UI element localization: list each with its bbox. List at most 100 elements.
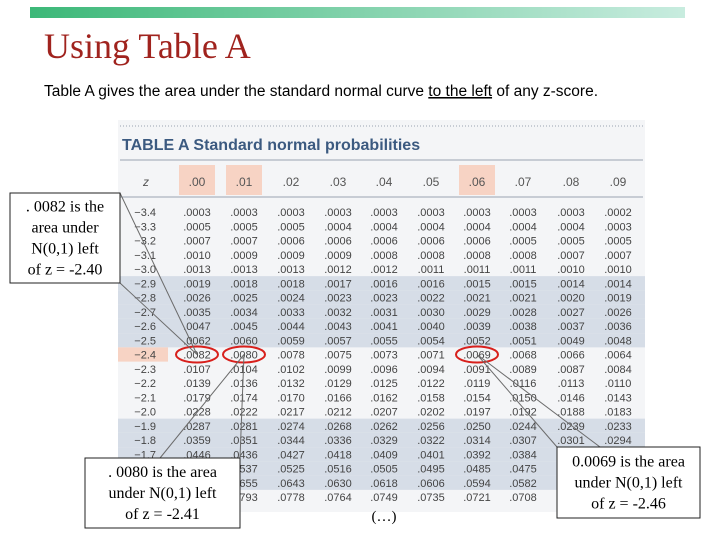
row-shade xyxy=(118,333,645,348)
table-cell: .0778 xyxy=(277,492,305,504)
column-header: .02 xyxy=(283,175,300,189)
table-cell: .0068 xyxy=(509,350,537,362)
row-shade xyxy=(118,432,645,448)
subtitle: Table A gives the area under the standar… xyxy=(44,83,598,100)
callout-pointer xyxy=(476,354,558,448)
table-cell: .0007 xyxy=(183,236,211,248)
table-cell: .0256 xyxy=(417,421,445,433)
table-cell: .0012 xyxy=(324,264,352,276)
table-cell: .0034 xyxy=(230,307,258,319)
table-cell: .0274 xyxy=(277,421,305,433)
callout-box xyxy=(556,446,701,519)
table-cell: .0018 xyxy=(230,278,258,290)
table-cell: .0409 xyxy=(370,449,398,461)
table-cell: .0004 xyxy=(324,221,352,233)
table-cell: .0212 xyxy=(324,407,352,419)
subtitle-text: Table A gives the area under the standar… xyxy=(44,83,428,100)
table-cell: .0222 xyxy=(230,407,258,419)
table-cell: .0019 xyxy=(183,278,211,290)
table-cell: .0010 xyxy=(557,264,585,276)
callout-text: area under xyxy=(31,220,99,237)
table-cell: .0003 xyxy=(463,207,491,219)
table-cell: .0003 xyxy=(557,207,585,219)
table-cell: .0392 xyxy=(463,449,491,461)
row-label: −3.1 xyxy=(134,250,156,262)
callouts: . 0082 is the area under N(0,1) left of z =… xyxy=(9,192,701,529)
row-shade xyxy=(118,461,645,476)
table-cell: .0525 xyxy=(277,464,305,476)
table-cell: .0057 xyxy=(324,335,352,347)
table-cell: .0495 xyxy=(417,464,445,476)
table-cell: .0059 xyxy=(277,335,305,347)
table-cell: .0505 xyxy=(370,464,398,476)
table-cell: .0188 xyxy=(557,407,585,419)
column-highlight xyxy=(226,165,262,195)
row-label: −3.4 xyxy=(134,207,156,219)
table-cell: .0281 xyxy=(230,421,258,433)
table-cell: .0014 xyxy=(557,278,585,290)
table-cell: .0207 xyxy=(370,407,398,419)
table-cell: .0096 xyxy=(370,364,398,376)
table-cell: .0013 xyxy=(230,264,258,276)
table-cell: .0023 xyxy=(324,293,352,305)
table-cell: .0132 xyxy=(277,378,305,390)
table-cell: .0004 xyxy=(509,221,537,233)
table-caption: TABLE A Standard normal probabilities xyxy=(122,137,420,154)
table-cell: .0006 xyxy=(463,236,491,248)
table-cell: .0233 xyxy=(604,421,632,433)
callout-text: 0.0069 is the area xyxy=(572,454,685,471)
table-cell: .0047 xyxy=(183,321,211,333)
table-cell: .0052 xyxy=(463,335,491,347)
table-cell: .0307 xyxy=(509,435,537,447)
callout-pointer xyxy=(119,192,198,355)
table-cell: .0020 xyxy=(557,293,585,305)
table-cell: .0017 xyxy=(324,278,352,290)
column-header: .04 xyxy=(376,175,393,189)
table-cell: .0170 xyxy=(277,392,305,404)
table-cell: .0351 xyxy=(230,435,258,447)
table-cell: .0003 xyxy=(183,207,211,219)
table-cell: .0217 xyxy=(277,407,305,419)
table-cell: .0041 xyxy=(370,321,398,333)
table-cell: .0294 xyxy=(604,435,632,447)
row-label: −3.3 xyxy=(134,221,156,233)
table-cell: .0015 xyxy=(463,278,491,290)
callout-text: . 0082 is the xyxy=(26,199,104,216)
table-cell: .0030 xyxy=(417,307,445,319)
table-cell: .0035 xyxy=(183,307,211,319)
table-cell: .0329 xyxy=(370,435,398,447)
table-cell: .0136 xyxy=(230,378,258,390)
table-cell: .0075 xyxy=(324,350,352,362)
callout-text: under N(0,1) left xyxy=(575,475,684,492)
table-cell: .0008 xyxy=(509,250,537,262)
table-cell: .0606 xyxy=(417,478,445,490)
table-cell: .0003 xyxy=(370,207,398,219)
table-cell: .0630 xyxy=(324,478,352,490)
table-cell: .0146 xyxy=(557,392,585,404)
table-cell: .0008 xyxy=(370,250,398,262)
table-cell: .0384 xyxy=(509,449,537,461)
table-cell: .0022 xyxy=(417,293,445,305)
table-cell: .0262 xyxy=(370,421,398,433)
row-label: −2.6 xyxy=(134,321,156,333)
table-cell: .0091 xyxy=(463,364,491,376)
row-label: −2.4 xyxy=(134,350,156,362)
table-cell: .0031 xyxy=(370,307,398,319)
table-cell: .0006 xyxy=(370,236,398,248)
row-label: −2.9 xyxy=(134,278,156,290)
table-cell: .0078 xyxy=(277,350,305,362)
table-cell: .0005 xyxy=(509,236,537,248)
table-cell: .0016 xyxy=(417,278,445,290)
column-header: .01 xyxy=(236,175,253,189)
table-cell: .0004 xyxy=(463,221,491,233)
table-cell: .0033 xyxy=(277,307,305,319)
row-label: −2.8 xyxy=(134,293,156,305)
table-cell: .0073 xyxy=(370,350,398,362)
table-cell: .0045 xyxy=(230,321,258,333)
table-cell: .0110 xyxy=(605,378,632,390)
table-cell: .0250 xyxy=(463,421,491,433)
table-cell: .0119 xyxy=(464,378,491,390)
table-cell: .0025 xyxy=(230,293,258,305)
table-cell: .0060 xyxy=(230,335,258,347)
